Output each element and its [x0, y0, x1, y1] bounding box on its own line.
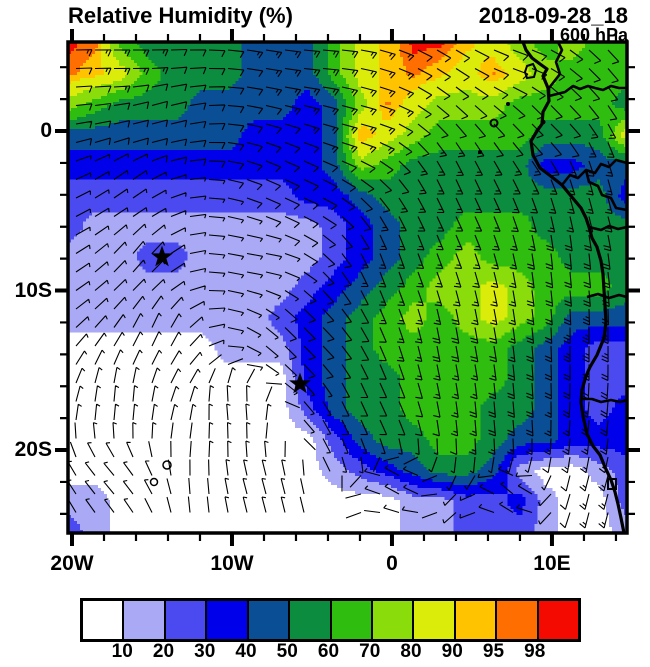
- calm-circle-marker: [162, 460, 172, 470]
- colorbar-cell: [83, 601, 123, 639]
- colorbar-cell: [536, 601, 579, 639]
- country-border: [581, 397, 628, 404]
- country-border: [548, 84, 627, 98]
- colorbar-level-label: 95: [482, 641, 505, 662]
- colorbar-cell: [412, 601, 454, 639]
- colorbar-level-label: 40: [235, 641, 257, 662]
- country-border: [584, 169, 628, 212]
- country-border: [588, 224, 628, 232]
- colorbar-cell: [495, 601, 537, 639]
- coastline: [521, 41, 626, 534]
- colorbar-level-label: 20: [152, 641, 175, 662]
- colorbar-level-label: 10: [111, 641, 133, 662]
- square-marker: [607, 478, 617, 490]
- y-tick-label: 10S: [14, 278, 52, 302]
- colorbar-level-label: 70: [359, 641, 381, 662]
- colorbar-level-label: 80: [400, 641, 422, 662]
- major-ticks: [55, 29, 640, 546]
- city-dot: [540, 119, 546, 125]
- y-tick-label: 20S: [14, 438, 52, 462]
- colorbar-cell: [205, 601, 247, 639]
- colorbar-cell: [122, 601, 164, 639]
- colorbar-level-label: 98: [524, 641, 546, 662]
- country-border: [586, 292, 628, 300]
- colorbar-level-label: 60: [317, 641, 340, 662]
- island-circle: [489, 118, 499, 128]
- calm-circle-marker: [149, 477, 159, 487]
- country-border: [560, 158, 628, 186]
- x-tick-label: 20W: [50, 552, 94, 575]
- colorbar: [80, 598, 581, 642]
- island-dot: [478, 150, 482, 154]
- colorbar-cell: [329, 601, 371, 639]
- y-tick-label: 0: [40, 119, 52, 142]
- x-tick-label: 10E: [533, 552, 571, 575]
- colorbar-cell: [370, 601, 413, 639]
- island-dot: [506, 102, 510, 106]
- minor-ticks: [60, 34, 635, 541]
- wind-barbs: [66, 48, 620, 529]
- colorbar-level-label: 90: [441, 641, 463, 662]
- country-border: [547, 41, 564, 96]
- bioko-island-outline: [523, 62, 538, 80]
- colorbar-cell: [288, 601, 330, 639]
- colorbar-level-label: 30: [194, 641, 216, 662]
- map-frame: [66, 40, 629, 535]
- star-marker: [289, 372, 311, 394]
- colorbar-cell: [163, 601, 206, 639]
- x-tick-label: 10W: [210, 552, 254, 575]
- colorbar-cell: [453, 601, 496, 639]
- colorbar-cell: [246, 601, 289, 639]
- pressure-level: 600 hPa: [559, 25, 628, 45]
- colorbar-level-label: 50: [276, 641, 298, 662]
- valid-datetime: 2018-09-28_18: [478, 3, 628, 28]
- page-title: Relative Humidity (%): [68, 3, 293, 28]
- star-marker: [151, 245, 173, 267]
- x-tick-label: 0: [386, 552, 398, 575]
